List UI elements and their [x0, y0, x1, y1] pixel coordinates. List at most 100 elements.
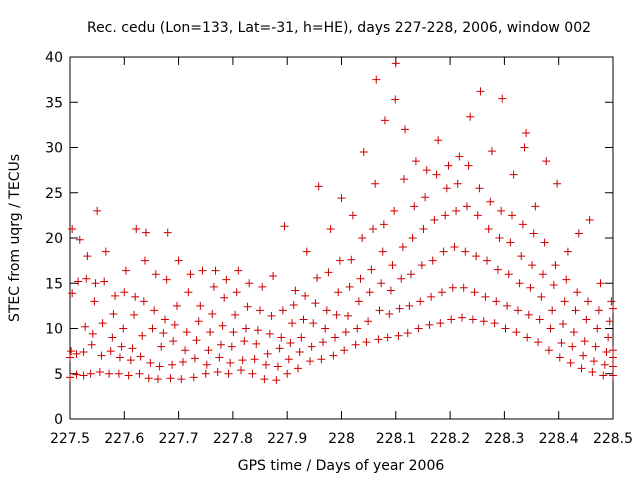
data-point — [602, 348, 611, 357]
data-point — [473, 211, 482, 220]
y-tick-label: 10 — [45, 322, 63, 338]
data-point — [534, 338, 543, 347]
data-point — [410, 202, 419, 211]
data-point — [229, 328, 238, 337]
x-tick-label: 227.7 — [159, 431, 199, 447]
data-point — [202, 360, 211, 369]
x-tick-label: 227.6 — [104, 431, 144, 447]
data-point — [294, 364, 303, 373]
data-point — [584, 297, 593, 306]
data-point — [367, 265, 376, 274]
data-point — [98, 319, 107, 328]
data-point — [301, 291, 310, 300]
y-tick-label: 40 — [45, 50, 63, 66]
data-point — [215, 353, 224, 362]
data-point — [182, 328, 191, 337]
data-point — [153, 375, 162, 384]
y-tick-label: 20 — [45, 231, 63, 247]
data-point — [604, 333, 613, 342]
data-point — [241, 324, 250, 333]
data-point — [427, 292, 436, 301]
data-point — [515, 279, 524, 288]
data-point — [119, 324, 128, 333]
data-point — [142, 228, 151, 237]
data-point — [168, 360, 177, 369]
data-point — [186, 270, 195, 279]
data-point — [537, 292, 546, 301]
data-point — [252, 339, 261, 348]
data-point — [226, 358, 235, 367]
x-tick-label: 228 — [328, 431, 355, 447]
data-point — [83, 252, 92, 261]
data-point — [517, 252, 526, 261]
data-point — [417, 261, 426, 270]
x-tick-label: 228.3 — [484, 431, 524, 447]
data-point — [206, 328, 215, 337]
data-point — [444, 161, 453, 170]
data-point — [562, 275, 571, 284]
data-point — [354, 297, 363, 306]
data-point — [243, 302, 252, 311]
data-point — [319, 338, 328, 347]
data-point — [260, 375, 269, 384]
x-tick-label: 228.2 — [430, 431, 470, 447]
data-point — [227, 342, 236, 351]
data-point — [374, 335, 383, 344]
data-point — [421, 193, 430, 202]
data-point — [589, 357, 598, 366]
data-point — [394, 331, 403, 340]
data-point — [344, 311, 353, 320]
data-point — [238, 356, 247, 365]
data-point — [447, 315, 456, 324]
data-point — [551, 261, 560, 270]
data-point — [422, 166, 431, 175]
data-point — [430, 215, 439, 224]
data-point — [555, 353, 564, 362]
data-point — [74, 277, 83, 286]
data-point — [596, 279, 605, 288]
data-point — [250, 355, 259, 364]
data-point — [237, 366, 246, 375]
x-axis-ticks: 227.5 227.6 227.7 227.8 227.9 228 228.1 228.2 22… — [50, 57, 633, 447]
x-tick-label: 228.4 — [539, 431, 579, 447]
data-point — [286, 338, 295, 347]
data-point — [277, 333, 286, 342]
data-point — [437, 288, 446, 297]
data-point — [322, 306, 331, 315]
data-point — [146, 358, 155, 367]
data-point — [135, 369, 144, 378]
data-point — [224, 369, 233, 378]
data-point — [174, 256, 183, 265]
data-point — [95, 367, 104, 376]
data-point — [79, 371, 88, 380]
y-tick-label: 5 — [54, 367, 63, 383]
data-point — [481, 292, 490, 301]
plot-frame — [69, 56, 614, 420]
data-point — [131, 292, 140, 301]
data-point — [196, 301, 205, 310]
data-point — [240, 337, 249, 346]
data-point — [609, 362, 617, 371]
data-point — [577, 364, 586, 373]
x-tick-label: 228.1 — [376, 431, 416, 447]
data-point — [461, 247, 470, 256]
data-point — [388, 261, 397, 270]
data-point — [136, 352, 145, 361]
data-point — [111, 291, 120, 300]
data-point — [407, 270, 416, 279]
data-point — [194, 317, 203, 326]
data-point — [468, 315, 477, 324]
data-point — [148, 324, 157, 333]
data-point — [278, 306, 287, 315]
data-point — [321, 324, 330, 333]
data-point — [559, 319, 568, 328]
data-point — [258, 282, 267, 291]
y-axis-label: STEC from uqrg / TECUs — [7, 154, 23, 322]
data-point — [211, 266, 220, 275]
data-point — [365, 288, 374, 297]
data-point — [262, 360, 271, 369]
data-point — [307, 342, 316, 351]
data-point — [326, 224, 335, 233]
data-point — [209, 282, 218, 291]
data-point — [324, 268, 333, 277]
